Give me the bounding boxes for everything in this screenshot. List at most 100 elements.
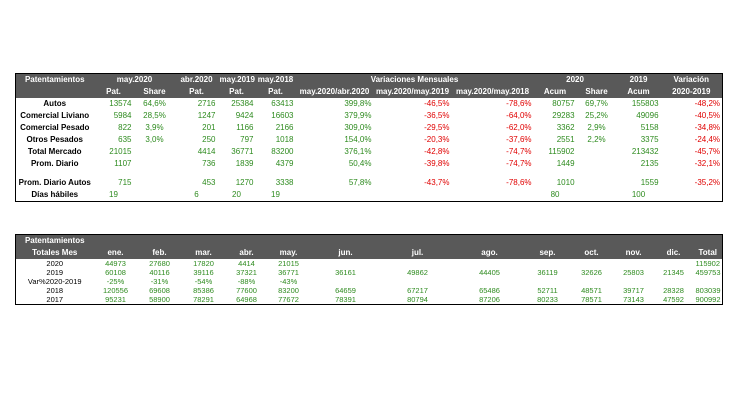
table-cell: 52711 (537, 286, 558, 295)
table-cell: -37,6% (506, 135, 532, 144)
table-cell: 69608 (149, 286, 170, 295)
table-cell: -39,8% (424, 159, 450, 168)
table-cell (382, 277, 454, 286)
table-cell (374, 189, 452, 202)
table-cell: -43,7% (424, 178, 450, 187)
subheader-variacion: 2020-2019 (660, 86, 723, 98)
table-cell: -62,0% (506, 123, 532, 132)
month-header: Total (693, 247, 723, 259)
subheader-pat: Pat. (93, 86, 134, 98)
spacer-cell (577, 170, 617, 177)
table-cell: -35,2% (694, 178, 721, 187)
table-row: Días hábiles 19 6 20 19 80 100 (16, 189, 723, 202)
row-label: Prom. Diario Autos (18, 178, 91, 187)
table-cell: 376,1% (344, 147, 372, 156)
table-cell: 37321 (236, 268, 257, 277)
table1-header-row-2: Pat. Share Pat. Pat. Pat. may.2020/abr.2… (15, 86, 723, 98)
table-cell: 115902 (695, 259, 721, 268)
table-cell: 736 (202, 159, 216, 168)
table-cell: 39717 (623, 286, 644, 295)
table-cell: 80757 (552, 99, 575, 108)
table-cell: 65486 (479, 286, 500, 295)
table-row: 2017 95231 58900 78291 64968 77672 78391 80794 8… (16, 295, 723, 305)
subheader-var-abr: may.2020/abr.2020 (295, 86, 374, 98)
table-cell (694, 277, 723, 286)
table-cell: -88% (237, 277, 256, 286)
table-cell: 64,6% (143, 99, 166, 108)
table-cell: 9424 (235, 111, 254, 120)
table-cell: 58900 (149, 295, 170, 304)
subheader-share: Share (576, 86, 617, 98)
table-row: 2018 120556 69608 85386 77600 83200 64659 67217… (16, 286, 723, 295)
table-cell: 77672 (278, 295, 299, 304)
table-cell: 2,2% (587, 135, 606, 144)
table-cell: 1559 (640, 178, 659, 187)
table-cell: 213432 (631, 147, 659, 156)
subheader-acum: Acum (616, 86, 661, 98)
table-cell: 6 (194, 190, 199, 199)
header-2019: 2019 (616, 73, 661, 86)
table-row: 2019 60108 40116 39116 37321 36771 36161 49862 4… (16, 268, 723, 277)
table-cell: 13574 (109, 99, 132, 108)
table-cell (134, 189, 176, 202)
subheader-pat: Pat. (255, 86, 296, 98)
table-cell: 25803 (623, 268, 644, 277)
month-header: may. (267, 247, 310, 259)
table-cell: -78,6% (506, 178, 532, 187)
table-cell: 83200 (271, 147, 294, 156)
table-cell: 379,9% (344, 111, 372, 120)
table-cell: -20,3% (424, 135, 450, 144)
table-cell: 36119 (537, 268, 558, 277)
table-cell (296, 189, 374, 202)
table-cell: 715 (118, 178, 132, 187)
table-cell (310, 277, 382, 286)
table-cell: 4379 (275, 159, 294, 168)
table-cell: 822 (118, 123, 132, 132)
table-cell (577, 189, 617, 202)
table-cell: 2,9% (587, 123, 606, 132)
month-header: abr. (225, 247, 268, 259)
table-row: 2020 44973 27680 17820 4414 21015 115902 (16, 259, 723, 268)
table-row: Var%2020-2019 -25% -31% -54% -88% -43% (16, 277, 723, 286)
table-cell: -40,5% (694, 111, 721, 120)
table-cell: 2551 (556, 135, 575, 144)
table-cell: 19 (271, 190, 280, 199)
table-cell (310, 259, 382, 268)
table-cell (614, 277, 654, 286)
spacer-cell (617, 170, 661, 177)
table-cell: 155803 (631, 99, 659, 108)
table-cell: -34,8% (694, 123, 721, 132)
table-cell: 87206 (479, 295, 500, 304)
table-cell: 154,0% (344, 135, 372, 144)
table-cell: 39116 (193, 268, 214, 277)
table-cell (454, 259, 526, 268)
row-label: Autos (43, 99, 67, 108)
row-label: Var%2020-2019 (27, 277, 82, 286)
month-header: sep. (525, 247, 570, 259)
table-cell: 19 (109, 190, 118, 199)
table-cell (577, 146, 617, 158)
table2-month-row: Totales Mes ene. feb. mar. abr. may. jun. jul.… (15, 247, 723, 259)
table-cell: -29,5% (424, 123, 450, 132)
table-row: Total Mercado 21015 4414 36771 83200 376,1% -4… (16, 146, 723, 158)
table-cell: 25,2% (585, 111, 608, 120)
spacer-cell (218, 170, 256, 177)
table-cell: 44405 (479, 268, 500, 277)
table-cell: 77600 (236, 286, 257, 295)
table-cell: -74,7% (506, 159, 532, 168)
month-header: ago. (453, 247, 526, 259)
table-cell (570, 277, 614, 286)
table-cell: 1247 (197, 111, 216, 120)
table-cell: -54% (194, 277, 213, 286)
table-cell (452, 189, 534, 202)
table-cell: 28328 (663, 286, 684, 295)
table2-title-row: Patentamientos (15, 234, 723, 247)
table-cell: -32,1% (694, 159, 721, 168)
table-cell: 80 (550, 190, 560, 199)
spacer-cell (296, 170, 374, 177)
table-cell: 4414 (197, 147, 216, 156)
month-header: jun. (309, 247, 382, 259)
table-cell: 32626 (581, 268, 602, 277)
table-cell: 49096 (636, 111, 659, 120)
table-cell: 21015 (109, 147, 132, 156)
